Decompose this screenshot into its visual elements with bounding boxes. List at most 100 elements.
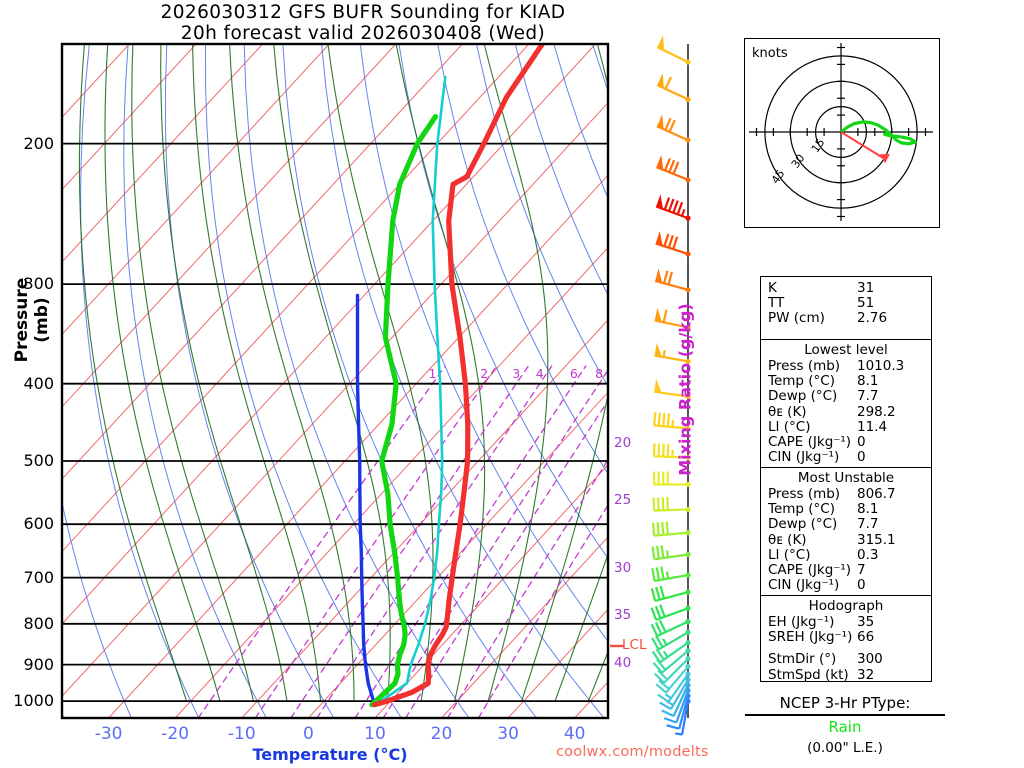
skewt-svg: 1 2 3 4 6 8 (60, 35, 726, 736)
dry-adiabat-line (553, 44, 608, 200)
isotherm-line (62, 44, 330, 336)
barb-full-feather (653, 412, 657, 426)
barb-shaft (654, 591, 689, 602)
barb-full-feather (662, 309, 668, 323)
barb-full-feather (667, 271, 673, 285)
wind-barb (656, 35, 691, 65)
temperature-curve (372, 44, 545, 708)
barb-origin-dot (685, 454, 691, 461)
moist-adiabat-line (78, 44, 188, 702)
info-row-key: TT (768, 295, 785, 312)
hodograph-stats-box: Hodograph EH (Jkg⁻¹) 35 SREH (Jkg⁻¹) 66 Stm… (760, 595, 932, 682)
isotherm-line (374, 463, 608, 718)
wind-barb (652, 443, 691, 461)
barb-shaft (654, 319, 689, 329)
dry-adiabat-line (709, 44, 726, 718)
barb-half-feather (665, 571, 670, 579)
barb-full-feather (662, 443, 665, 457)
wind-barb (650, 604, 691, 621)
mixing-ratio-tick-label: 4 (536, 366, 544, 381)
info-row-key: StmDir (°) (768, 651, 837, 668)
wind-barb (651, 629, 691, 651)
mixing-ratio-line (354, 365, 587, 718)
info-row-value: 0 (857, 434, 866, 451)
wind-barb (656, 155, 691, 183)
info-row-value: 32 (857, 666, 875, 683)
barb-origin-dot (685, 96, 691, 102)
mixing-ratio-tick-label: 1 (429, 366, 437, 381)
barb-origin-dot (685, 663, 691, 670)
moist-adiabat-line (521, 44, 608, 702)
wind-barb (651, 566, 691, 583)
barb-full-feather (672, 236, 679, 250)
info-row-value: 7.7 (857, 516, 879, 533)
info-row: CAPE (Jkg⁻¹) 7 (761, 562, 931, 578)
barb-origin-dot (685, 640, 691, 646)
info-row: StmDir (°) 300 (761, 652, 931, 667)
isotherm-line (62, 44, 463, 480)
title-line-2: 20h forecast valid 2026030408 (Wed) (180, 23, 546, 44)
wind-barb (654, 342, 691, 364)
barb-full-feather (659, 585, 666, 599)
chart-title-block: 2026030312 GFS BUFR Sounding for KIAD 20… (0, 2, 726, 44)
info-row-key: Press (mb) (768, 358, 841, 374)
mixing-ratio-line (290, 365, 530, 718)
barb-full-feather (659, 619, 667, 633)
hodograph-stats-rows: EH (Jkg⁻¹) 35 SREH (Jkg⁻¹) 66 (761, 614, 931, 646)
parcel-curve (355, 293, 377, 707)
info-row-key: LI (°C) (768, 546, 811, 563)
info-row: StmSpd (kt) 32 (761, 666, 931, 683)
barb-shaft (665, 665, 689, 694)
barb-full-feather (652, 443, 656, 457)
skewt-diagram[interactable]: 1 2 3 4 6 8 (0, 0, 726, 768)
barb-full-feather (663, 717, 677, 724)
hodograph-wind-trace (840, 120, 917, 146)
info-row-value: 315.1 (857, 531, 896, 548)
barb-shaft (656, 84, 689, 101)
info-row: Temp (°C) 8.1 (761, 502, 931, 517)
isotherm-line (62, 44, 197, 191)
info-row-key: SREH (Jkg⁻¹) (768, 629, 853, 646)
hodograph-panel[interactable]: 15 30 45 (744, 38, 940, 228)
info-row-key: CIN (Jkg⁻¹) (768, 577, 840, 594)
barb-origin-dot (685, 648, 691, 654)
barb-origin-dot (685, 393, 691, 400)
barb-origin-dot (685, 629, 691, 635)
most-unstable-box: Most Unstable Press (mb) 806.7 Temp (°C) 8.… (760, 467, 932, 596)
dewpoint-curve (369, 114, 439, 708)
barb-origin-dot (685, 506, 691, 513)
barb-origin-dot (685, 137, 691, 143)
most-unstable-header: Most Unstable (797, 470, 895, 486)
isotherm-line (62, 102, 608, 698)
wind-barb (652, 497, 691, 513)
info-row: CIN (Jkg⁻¹) 0 (761, 450, 931, 465)
info-row-value: 2.76 (857, 310, 888, 327)
barb-full-feather (651, 546, 656, 560)
info-row-key: EH (Jkg⁻¹) (768, 614, 835, 630)
isotherm-line (441, 536, 608, 718)
barb-shaft (656, 166, 689, 181)
info-row: EH (Jkg⁻¹) 35 (761, 614, 931, 630)
info-row: θᴇ (K) 298.2 (761, 404, 931, 420)
wind-barb (654, 268, 691, 293)
barb-full-feather (650, 623, 659, 637)
hodograph-stats-header: Hodograph (808, 598, 884, 614)
barb-full-feather (661, 709, 675, 717)
barb-pennant (654, 307, 662, 322)
barb-pennant (654, 378, 662, 393)
barb-origin-dot (685, 481, 691, 488)
info-row-value: 0 (857, 449, 866, 466)
temperature-axis-label: Temperature (°C) (252, 745, 408, 764)
barb-half-feather (662, 638, 668, 646)
barb-full-feather (672, 200, 679, 214)
info-row: TT 51 (761, 296, 931, 311)
barb-full-feather (654, 672, 665, 684)
wind-barb (661, 682, 691, 717)
info-row-value: 806.7 (857, 486, 896, 502)
barb-full-feather (659, 701, 672, 711)
barb-origin-dot (685, 324, 691, 331)
ptype-title: NCEP 3-Hr PType: (745, 694, 945, 716)
info-row-value: 66 (857, 629, 875, 646)
barb-full-feather (663, 233, 670, 247)
lowest-level-rows: Press (mb) 1010.3 Temp (°C) 8.1 Dewp (°C) 7.7… (761, 358, 931, 465)
